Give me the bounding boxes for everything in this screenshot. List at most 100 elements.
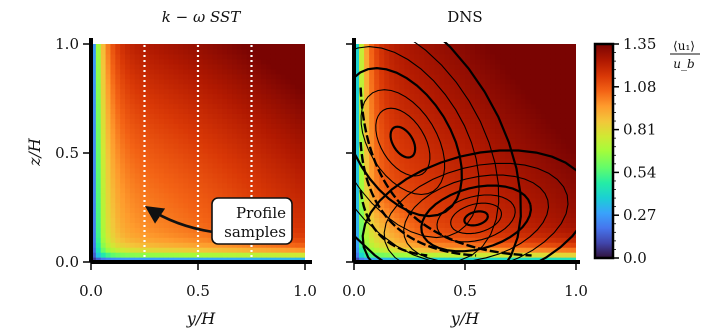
field-cell <box>178 232 185 238</box>
field-cell <box>280 177 287 184</box>
field-cell <box>354 83 360 90</box>
field-cell <box>261 162 267 169</box>
field-cell <box>241 73 248 80</box>
field-cell <box>480 252 486 258</box>
field-cell <box>91 143 97 149</box>
field-cell <box>139 68 146 75</box>
field-cell <box>369 242 375 248</box>
field-cell <box>434 197 441 204</box>
field-cell <box>251 143 257 149</box>
streamline <box>403 174 550 262</box>
field-cell <box>439 68 446 75</box>
field-cell <box>470 197 476 204</box>
field-cell <box>545 182 552 189</box>
field-cell <box>555 227 562 233</box>
field-cell <box>202 148 209 154</box>
field-cell <box>480 177 486 184</box>
field-cell <box>560 53 567 60</box>
field-cell <box>154 187 160 194</box>
field-cell <box>570 217 576 223</box>
field-cell <box>139 128 146 134</box>
field-cell <box>266 153 272 159</box>
field-cell <box>134 192 141 199</box>
field-cell <box>115 108 121 114</box>
field-cell <box>414 167 421 174</box>
left-ylabel: z/H <box>25 137 44 167</box>
field-cell <box>300 93 305 100</box>
field-cell <box>154 182 160 189</box>
field-cell <box>134 227 141 233</box>
field-cell <box>202 53 209 60</box>
field-cell <box>212 118 219 124</box>
field-cell <box>275 257 282 262</box>
field-cell <box>540 53 547 60</box>
field-cell <box>374 108 380 114</box>
field-cell <box>149 98 155 105</box>
field-cell <box>105 88 112 95</box>
field-cell <box>550 113 557 119</box>
field-cell <box>364 182 370 189</box>
field-cell <box>480 118 486 124</box>
field-cell <box>246 73 253 80</box>
field-cell <box>480 78 486 85</box>
field-cell <box>454 73 461 80</box>
field-cell <box>149 53 155 60</box>
field-cell <box>144 78 150 85</box>
field-cell <box>202 197 209 204</box>
field-cell <box>359 58 365 65</box>
field-cell <box>374 207 380 214</box>
field-cell <box>105 167 112 174</box>
field-cell <box>545 237 552 243</box>
field-cell <box>139 157 146 164</box>
field-cell <box>100 167 107 174</box>
field-cell <box>419 73 426 80</box>
field-cell <box>270 128 277 134</box>
field-cell <box>560 217 567 223</box>
field-cell <box>394 113 401 119</box>
field-cell <box>454 123 461 129</box>
field-cell <box>555 123 562 129</box>
field-cell <box>270 58 277 65</box>
x-tick-label: 1.0 <box>564 282 588 300</box>
field-cell <box>280 182 287 189</box>
field-cell <box>261 98 267 105</box>
field-cell <box>212 123 219 129</box>
field-cell <box>236 78 243 85</box>
field-cell <box>115 153 121 159</box>
field-cell <box>394 58 401 65</box>
field-cell <box>270 93 277 100</box>
field-cell <box>540 143 547 149</box>
field-cell <box>144 133 150 139</box>
field-cell <box>490 113 496 119</box>
field-cell <box>550 247 557 253</box>
field-cell <box>290 192 296 199</box>
field-cell <box>364 157 370 164</box>
field-cell <box>129 247 136 253</box>
field-cell <box>555 182 562 189</box>
field-cell <box>555 93 562 100</box>
field-cell <box>139 187 146 194</box>
field-cell <box>480 217 486 223</box>
field-cell <box>222 133 228 139</box>
streamline <box>354 42 522 262</box>
colorbar: 0.00.270.540.811.081.35 ⟨u₁⟩ u_b <box>593 35 700 267</box>
field-cell <box>530 217 537 223</box>
field-cell <box>154 197 160 204</box>
field-cell <box>459 78 466 85</box>
field-cell <box>100 68 107 75</box>
field-cell <box>369 143 375 149</box>
field-cell <box>129 118 136 124</box>
field-cell <box>154 222 160 228</box>
field-cell <box>241 63 248 70</box>
field-cell <box>409 202 416 209</box>
field-cell <box>125 242 131 248</box>
field-cell <box>409 177 416 184</box>
field-cell <box>540 247 547 253</box>
field-cell <box>125 118 131 124</box>
field-cell <box>222 44 228 50</box>
field-cell <box>364 227 370 233</box>
field-cell <box>270 78 277 85</box>
field-cell <box>285 88 292 95</box>
field-cell <box>188 68 194 75</box>
field-cell <box>414 93 421 100</box>
